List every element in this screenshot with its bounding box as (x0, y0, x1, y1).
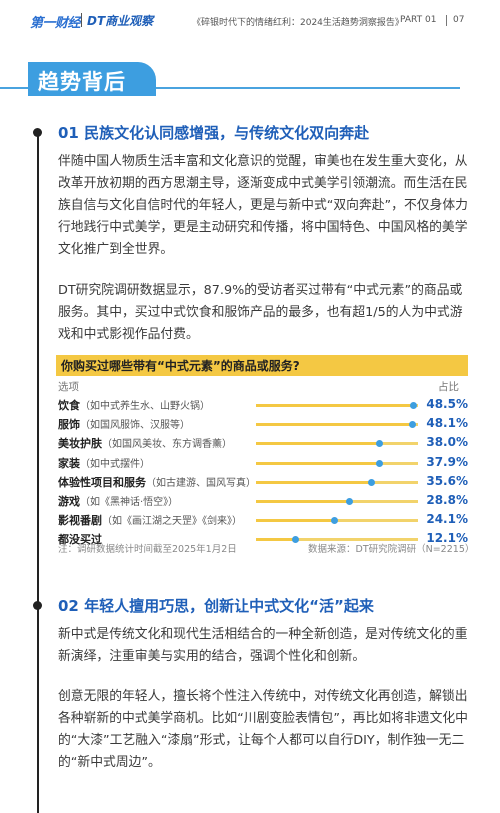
chart-data-label: 35.6% (426, 473, 468, 488)
chart-note: 注：调研数据统计时间截至2025年1月2日 (58, 544, 237, 555)
chart-row-label: 家装（如中式摆件） (58, 455, 150, 471)
chart-category-example: （如《黑神话·悟空》） (80, 497, 179, 508)
chart-data-label: 28.8% (426, 493, 468, 507)
section1-title: 01 民族文化认同感增强，与传统文化双向奔赴 (58, 124, 370, 142)
chart-row: 影视番剧（如《画江湖之天罡》《剑来》） 24.1% (58, 510, 468, 528)
chart-category-label: 美妆护肤 (58, 437, 102, 451)
chart-row: 都没买过 12.1% (58, 529, 468, 547)
chart-row: 饮食（如中式养生水、山野火锅） 48.5% (58, 395, 468, 413)
section2-paragraph-2: 创意无限的年轻人，擅长将个性注入传统中，对传统文化再创造，解锁出各种崭新的中式美… (58, 689, 468, 770)
chart-row-label: 游戏（如《黑神话·悟空》） (58, 493, 178, 509)
chart-bar (256, 423, 412, 427)
chart-row: 体验性项目和服务（如古建游、国风写真） 35.6% (58, 472, 468, 490)
chart-data-label: 37.9% (426, 454, 468, 469)
chart-row-label: 体验性项目和服务（如古建游、国风写真） (58, 474, 256, 490)
chart-row-label: 服饰（如国风服饰、汉服等） (58, 416, 190, 432)
chart-row: 服饰（如国风服饰、汉服等） 48.1% (58, 414, 468, 432)
chart-category-label: 影视番剧 (58, 514, 102, 528)
timeline-dot-2 (33, 601, 42, 610)
chart-category-label: 游戏 (58, 495, 80, 508)
chart-bar (256, 500, 350, 503)
chart-category-label: 饮食 (58, 399, 80, 412)
chart-bar (256, 519, 335, 523)
chart-bar-track (256, 517, 418, 525)
section2-paragraph-1: 新中式是传统文化和现代生活相结合的一种全新创造，是对传统文化的重新演绎，注重审美… (58, 627, 468, 664)
chart-bar-track (256, 440, 418, 448)
timeline-dot-1 (33, 128, 42, 137)
chart-bar-track (256, 536, 418, 544)
chart-bar (256, 442, 380, 446)
page-number: 07 (453, 15, 465, 25)
chart-bar-marker (368, 478, 376, 486)
section1-paragraph-1: 伴随中国人物质生活丰富和文化意识的觉醒，审美也在发生重大变化，从改革开放初期的西… (58, 154, 468, 257)
chart-category-label: 家装 (58, 456, 80, 470)
chart-bar-marker (410, 402, 418, 409)
chart-row: 游戏（如《黑神话·悟空》） 28.8% (58, 491, 468, 509)
logo-primary: 第一财经 (30, 16, 81, 31)
chart-category-example: （如古建游、国风写真） (146, 477, 256, 489)
chart-column-options: 选项 (58, 381, 79, 393)
chart-bar-marker (376, 440, 384, 448)
chart-data-label: 12.1% (426, 531, 468, 546)
chart-data-label: 38.0% (426, 435, 468, 450)
chart-category-label: 都没买过 (58, 533, 102, 547)
chart-bar-marker (331, 517, 339, 525)
chart-bar-track (256, 459, 418, 467)
chart-data-label: 48.1% (426, 416, 468, 431)
section2-title: 02 年轻人擅用巧思，创新让中式文化“活”起来 (58, 597, 374, 615)
chart-row: 美妆护肤（如国风美妆、东方调香薰） 38.0% (58, 433, 468, 451)
chart-bar-marker (375, 459, 383, 467)
logo-divider (81, 13, 82, 27)
logo-secondary: DT商业观察 (87, 14, 154, 28)
chart-bar (256, 461, 379, 465)
chart-source: 数据来源：DT研究院调研（N=2215） (308, 544, 475, 555)
chart-bar (256, 538, 296, 542)
part-label: PART 01 (400, 15, 437, 25)
chart-bar-marker (292, 536, 300, 544)
chart-category-example: （如国风美妆、东方调香薰） (102, 439, 232, 451)
chart-row: 家装（如中式摆件） 37.9% (58, 453, 468, 471)
section-banner (28, 62, 156, 96)
section1-paragraph-2: DT研究院调研数据显示，87.9%的受访者买过带有“中式元素”的商品或服务。其中… (58, 283, 463, 342)
chart-bar-track (256, 478, 418, 486)
banner-title: 趋势背后 (38, 70, 126, 94)
chart-row-label: 影视番剧（如《画江湖之天罡》《剑来》） (58, 512, 242, 528)
chart-column-share: 占比 (438, 381, 459, 393)
header-divider (446, 15, 447, 26)
chart-category-example: （如国风服饰、汉服等） (80, 420, 190, 432)
chart-category-example: （如《画江湖之天罡》《剑来》） (102, 516, 242, 528)
chart-row-label: 饮食（如中式养生水、山野火锅） (58, 397, 210, 413)
chart-bar-marker (408, 421, 416, 429)
banner-underline (0, 87, 460, 89)
chart-row-label: 美妆护肤（如国风美妆、东方调香薰） (58, 435, 232, 451)
chart-data-label: 24.1% (426, 512, 468, 527)
chart-bar (256, 404, 414, 407)
page-header: 第一财经 DT商业观察 《碎银时代下的情绪红利：2024生活趋势洞察报告》 PA… (0, 0, 500, 44)
chart-bar-track (256, 498, 418, 505)
chart-category-label: 服饰 (58, 418, 80, 432)
chart-title: 你购买过哪些带有“中式元素”的商品或服务? (61, 359, 300, 373)
chart-title-bar (56, 355, 468, 376)
report-title: 《碎银时代下的情绪红利：2024生活趋势洞察报告》 (192, 18, 404, 28)
chart-data-label: 48.5% (426, 397, 468, 411)
chart-bar-marker (346, 498, 354, 505)
chart-bar-track (256, 421, 418, 429)
chart-bar-track (256, 402, 418, 409)
chart-category-example: （如中式摆件） (80, 458, 150, 470)
chart-category-label: 体验性项目和服务 (58, 475, 146, 489)
chart-row-label: 都没买过 (58, 531, 102, 547)
chart-category-example: （如中式养生水、山野火锅） (80, 401, 210, 412)
chart-bar (256, 480, 372, 484)
timeline-line (37, 132, 39, 813)
